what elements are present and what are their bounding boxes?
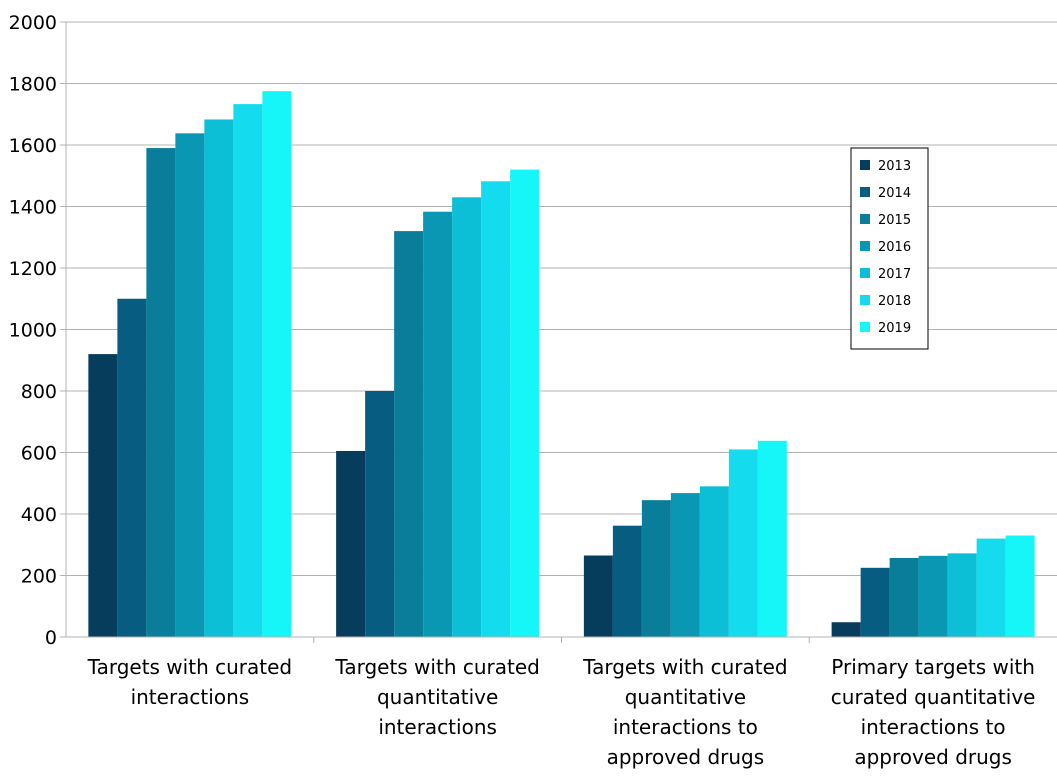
bars bbox=[88, 91, 1035, 638]
bar-2013 bbox=[831, 622, 861, 637]
y-tick-label: 1400 bbox=[9, 197, 57, 219]
bar-2015 bbox=[394, 231, 424, 637]
legend-label: 2013 bbox=[878, 159, 911, 174]
category-label: Targets with curated bbox=[582, 655, 787, 679]
bar-2017 bbox=[947, 553, 977, 637]
legend-label: 2015 bbox=[878, 213, 911, 228]
y-tick-label: 1600 bbox=[9, 135, 57, 157]
category-label: Primary targets with bbox=[831, 655, 1035, 679]
bar-2019 bbox=[262, 91, 292, 637]
y-tick-label: 600 bbox=[21, 443, 57, 465]
category-label: interactions bbox=[131, 685, 250, 709]
category-labels: Targets with curated interactions Targets … bbox=[87, 655, 1036, 769]
legend-swatch bbox=[860, 160, 870, 170]
category-label: approved drugs bbox=[854, 745, 1012, 769]
legend-label: 2019 bbox=[878, 321, 911, 336]
bar-2019 bbox=[510, 169, 540, 637]
legend-label: 2014 bbox=[878, 186, 911, 201]
legend-swatch bbox=[860, 268, 870, 278]
bar-2017 bbox=[452, 197, 482, 637]
category-label: curated quantitative bbox=[831, 685, 1036, 709]
y-tick-label: 800 bbox=[21, 381, 57, 403]
category-label: Targets with curated bbox=[87, 655, 292, 679]
bar-2013 bbox=[88, 354, 118, 637]
bar-2013 bbox=[583, 555, 613, 637]
bar-2013 bbox=[336, 450, 366, 637]
legend-swatch bbox=[860, 322, 870, 332]
category-label: interactions to bbox=[613, 715, 758, 739]
bar-2018 bbox=[728, 449, 758, 637]
legend-label: 2018 bbox=[878, 294, 911, 309]
category-label: interactions to bbox=[861, 715, 1006, 739]
bar-2014 bbox=[612, 525, 642, 637]
category-label: approved drugs bbox=[607, 745, 765, 769]
bar-2016 bbox=[918, 555, 948, 637]
y-tick-label: 0 bbox=[45, 627, 57, 649]
category-label: quantitative bbox=[625, 685, 746, 709]
legend-swatch bbox=[860, 241, 870, 251]
y-tick-label: 1200 bbox=[9, 258, 57, 280]
bar-2019 bbox=[757, 440, 787, 637]
bar-2015 bbox=[641, 500, 671, 637]
legend-swatch bbox=[860, 295, 870, 305]
legend-label: 2016 bbox=[878, 240, 911, 255]
legend-label: 2017 bbox=[878, 267, 911, 282]
category-label: interactions bbox=[378, 715, 497, 739]
bar-2018 bbox=[481, 181, 511, 637]
category-label: quantitative bbox=[377, 685, 498, 709]
y-tick-label: 1800 bbox=[9, 74, 57, 96]
legend: 2013 2014 2015 2016 2017 2018 2019 bbox=[850, 147, 929, 350]
category-label: Targets with curated bbox=[334, 655, 539, 679]
y-tick-label: 200 bbox=[21, 566, 57, 588]
legend-swatch bbox=[860, 187, 870, 197]
bar-2019 bbox=[1005, 535, 1035, 637]
axes bbox=[65, 22, 1057, 643]
bar-2014 bbox=[117, 298, 147, 637]
bar-2017 bbox=[204, 119, 234, 638]
bar-2016 bbox=[670, 493, 700, 637]
legend-swatch bbox=[860, 214, 870, 224]
bar-2015 bbox=[146, 148, 176, 637]
bar-2018 bbox=[976, 538, 1006, 637]
bar-2014 bbox=[860, 567, 890, 637]
bar-2018 bbox=[233, 104, 263, 638]
bar-2016 bbox=[423, 211, 453, 638]
bar-2014 bbox=[365, 391, 395, 637]
bar-2017 bbox=[699, 486, 729, 637]
y-tick-label: 400 bbox=[21, 504, 57, 526]
bar-2015 bbox=[889, 557, 919, 637]
y-tick-labels: 0 200 400 600 800 1000 1200 1400 1600 1800 2000 bbox=[9, 12, 57, 649]
y-tick-label: 2000 bbox=[9, 12, 57, 34]
bar-2016 bbox=[175, 133, 205, 637]
y-tick-label: 1000 bbox=[9, 320, 57, 342]
